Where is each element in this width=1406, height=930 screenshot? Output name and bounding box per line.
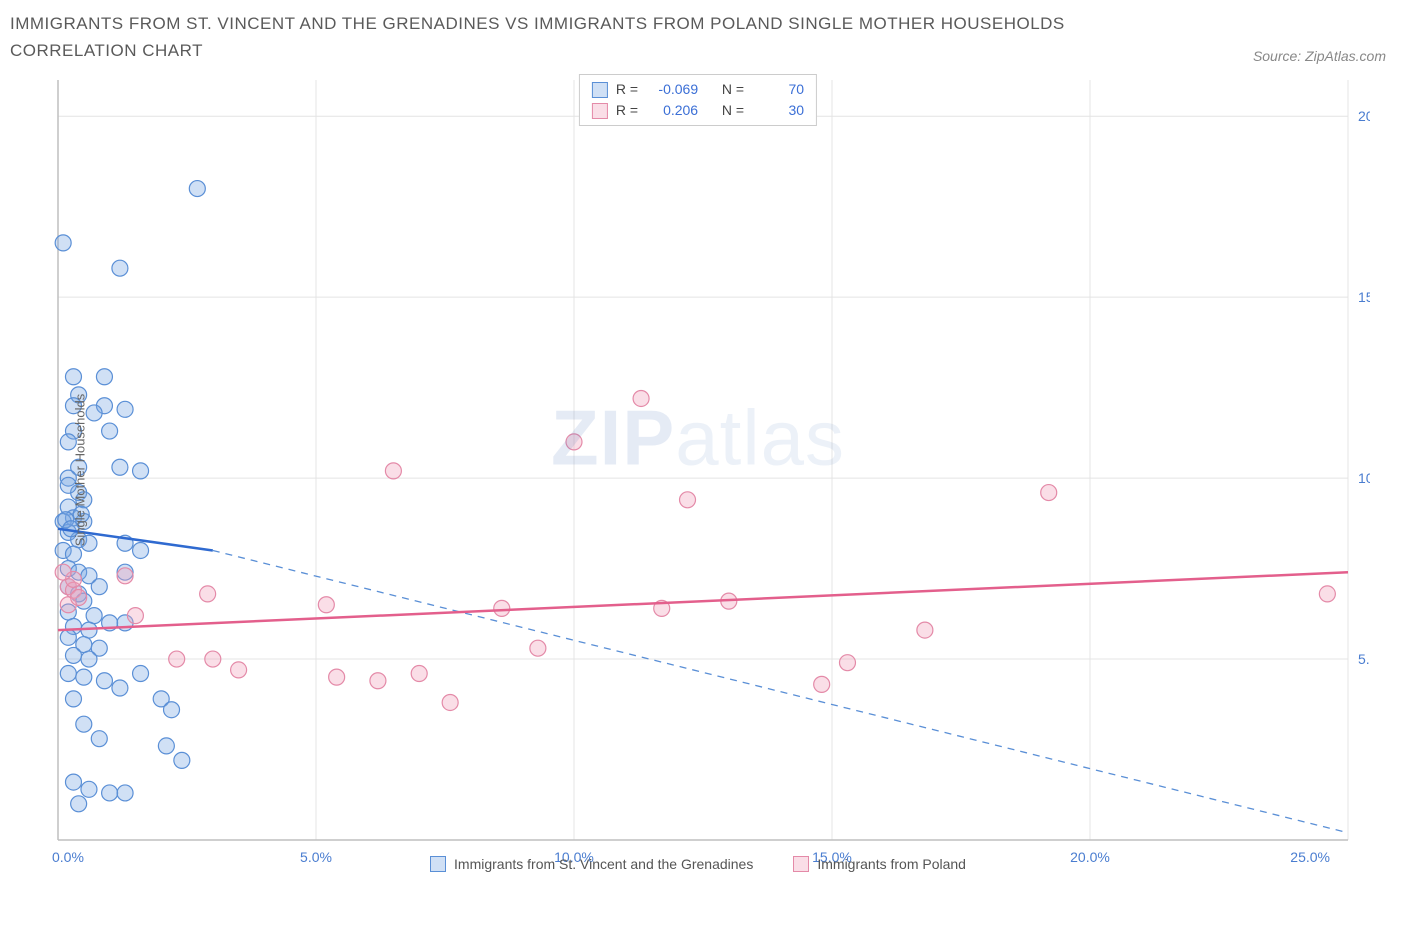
legend-n-label: N =: [722, 79, 744, 100]
svg-text:10.0%: 10.0%: [1358, 470, 1370, 486]
header: IMMIGRANTS FROM ST. VINCENT AND THE GREN…: [10, 10, 1386, 64]
chart-title: IMMIGRANTS FROM ST. VINCENT AND THE GREN…: [10, 10, 1065, 64]
series-legend: Immigrants from St. Vincent and the Gren…: [10, 856, 1386, 872]
legend-r-value: 0.206: [646, 100, 698, 121]
legend-n-value: 30: [752, 100, 804, 121]
scatter-chart: 5.0%10.0%15.0%20.0%0.0%5.0%10.0%15.0%20.…: [10, 70, 1370, 870]
svg-text:5.0%: 5.0%: [1358, 651, 1370, 667]
svg-text:20.0%: 20.0%: [1358, 109, 1370, 125]
correlation-legend: R = -0.069 N = 70 R = 0.206 N = 30: [579, 74, 817, 126]
legend-label: Immigrants from Poland: [817, 856, 966, 872]
y-axis-label: Single Mother Households: [73, 394, 88, 546]
title-line-1: IMMIGRANTS FROM ST. VINCENT AND THE GREN…: [10, 14, 1065, 33]
legend-r-label: R =: [616, 79, 638, 100]
legend-row: R = -0.069 N = 70: [592, 79, 804, 100]
legend-n-value: 70: [752, 79, 804, 100]
legend-r-value: -0.069: [646, 79, 698, 100]
legend-swatch: [592, 103, 608, 119]
svg-text:15.0%: 15.0%: [1358, 290, 1370, 306]
title-line-2: CORRELATION CHART: [10, 41, 203, 60]
legend-swatch: [592, 82, 608, 98]
legend-swatch: [793, 856, 809, 872]
source-label: Source: ZipAtlas.com: [1253, 48, 1386, 64]
legend-item: Immigrants from Poland: [793, 856, 966, 872]
legend-swatch: [430, 856, 446, 872]
legend-n-label: N =: [722, 100, 744, 121]
legend-r-label: R =: [616, 100, 638, 121]
chart-area: Single Mother Households ZIPatlas 5.0%10…: [10, 70, 1386, 870]
legend-row: R = 0.206 N = 30: [592, 100, 804, 121]
legend-label: Immigrants from St. Vincent and the Gren…: [454, 856, 753, 872]
legend-item: Immigrants from St. Vincent and the Gren…: [430, 856, 753, 872]
